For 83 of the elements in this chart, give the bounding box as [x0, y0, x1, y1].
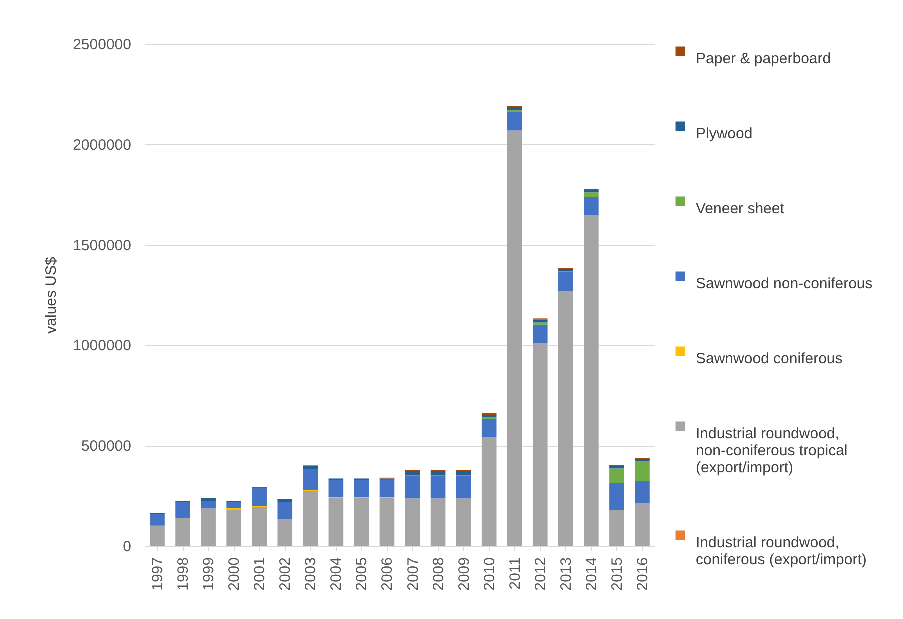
x-tick-label: 2002 [277, 558, 294, 591]
bar [532, 324, 548, 343]
bar [328, 480, 344, 498]
y-axis-title: values US$ [43, 256, 60, 334]
bar [635, 481, 650, 504]
bar [584, 190, 599, 193]
x-tick-label: 2005 [354, 558, 371, 591]
legend-label: Sawnwood coniferous [696, 350, 843, 368]
bar [278, 502, 293, 520]
bar [405, 498, 420, 546]
y-tick-label: 2000000 [73, 136, 132, 154]
bar [176, 502, 190, 518]
bar [456, 476, 472, 499]
bar [532, 320, 548, 323]
legend-label: Industrial roundwood, non-coniferous tropical (export/import) [696, 426, 848, 476]
bar [303, 469, 318, 490]
bar [201, 501, 216, 509]
x-tick-label: 1999 [200, 558, 218, 591]
y-tick-label: 0 [123, 538, 132, 556]
bar [610, 483, 624, 510]
x-tick-label: 1997 [150, 558, 167, 591]
bar [303, 491, 318, 546]
x-tick-label: 2016 [634, 558, 652, 591]
legend-label: Paper & paperboard [696, 50, 832, 68]
bar [354, 480, 370, 498]
bar [328, 498, 344, 546]
bar [558, 272, 574, 291]
y-tick-label: 2500000 [73, 36, 132, 54]
bar [150, 514, 165, 526]
bar [635, 503, 650, 546]
bar [532, 342, 548, 546]
bar [507, 107, 522, 110]
y-tick-label: 1000000 [73, 338, 132, 355]
legend-label: Veneer sheet [696, 200, 786, 218]
bar [252, 507, 268, 546]
bar [226, 502, 242, 508]
x-tick-label: 2006 [379, 558, 396, 591]
bar [635, 461, 650, 482]
bar [482, 437, 497, 546]
y-tick-label: 1500000 [73, 237, 132, 254]
bar [201, 498, 216, 502]
bar [150, 526, 165, 546]
bar [405, 476, 420, 499]
legend-label: Industrial roundwood, coniferous (export/import) [696, 534, 867, 568]
bar [610, 468, 624, 484]
bar [303, 466, 318, 470]
bar [507, 112, 522, 131]
bar [380, 498, 395, 546]
legend-label: Plywood [696, 126, 753, 142]
bar [354, 498, 370, 546]
y-tick-label: 500000 [81, 438, 132, 456]
bar [584, 215, 599, 546]
bar [430, 476, 446, 499]
x-tick-label: 2008 [430, 558, 448, 591]
bar [380, 480, 395, 498]
bar [610, 510, 624, 546]
x-tick-label: 2012 [532, 558, 550, 591]
x-tick-label: 2007 [404, 558, 422, 591]
bar [176, 518, 190, 546]
bar [558, 290, 574, 546]
x-tick-label: 2013 [558, 558, 575, 591]
x-tick-label: 2001 [252, 558, 269, 591]
legend-label: Sawnwood non-coniferous [696, 276, 873, 292]
bar [584, 197, 599, 216]
x-tick-label: 2003 [302, 558, 320, 591]
x-tick-label: 2009 [456, 558, 473, 591]
x-tick-label: 1998 [175, 558, 192, 591]
x-tick-label: 2000 [226, 558, 244, 591]
bar [584, 192, 599, 198]
x-tick-label: 2004 [328, 558, 346, 591]
bar [482, 419, 497, 438]
x-tick-label: 2010 [481, 558, 498, 591]
bar [278, 499, 293, 502]
x-tick-label: 2011 [506, 558, 524, 590]
bar [507, 130, 522, 546]
x-tick-label: 2014 [583, 558, 600, 591]
bar [252, 488, 268, 506]
bar [456, 498, 472, 546]
bar [430, 498, 446, 546]
bar [278, 519, 293, 546]
bar [226, 510, 242, 546]
bar [201, 508, 216, 546]
x-tick-label: 2015 [608, 558, 626, 591]
